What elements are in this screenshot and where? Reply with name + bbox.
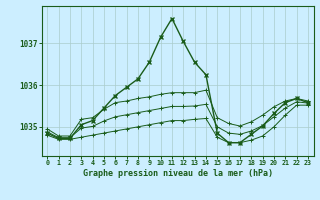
X-axis label: Graphe pression niveau de la mer (hPa): Graphe pression niveau de la mer (hPa) <box>83 169 273 178</box>
